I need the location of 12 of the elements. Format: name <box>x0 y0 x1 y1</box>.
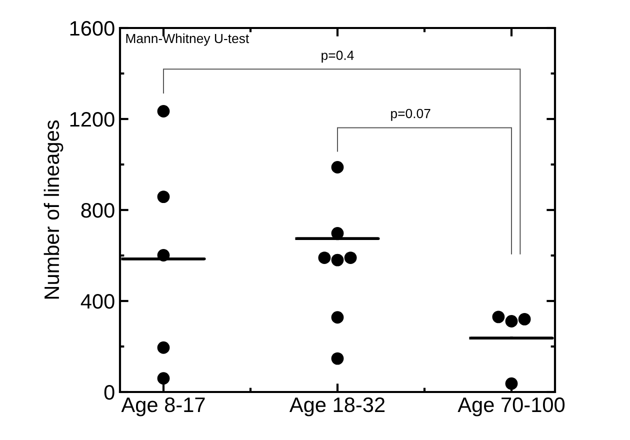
y-tick-label: 800 <box>81 203 114 218</box>
x-tick-label: Age 8-17 <box>121 397 205 416</box>
annotation: p=0.4 <box>322 50 354 63</box>
y-axis-title: Number of lineages <box>44 120 64 299</box>
annotation: p=0.07 <box>391 108 430 121</box>
y-tick-label: 0 <box>104 385 114 400</box>
y-tick-label: 400 <box>80 294 114 309</box>
x-tick-label: Age 70-100 <box>458 397 565 416</box>
y-tick-label: 1600 <box>70 21 114 36</box>
y-tick-label: 1200 <box>70 112 114 127</box>
x-tick-label: Age 18-32 <box>289 397 385 416</box>
annotation: Mann-Whitney U-test <box>126 33 250 46</box>
